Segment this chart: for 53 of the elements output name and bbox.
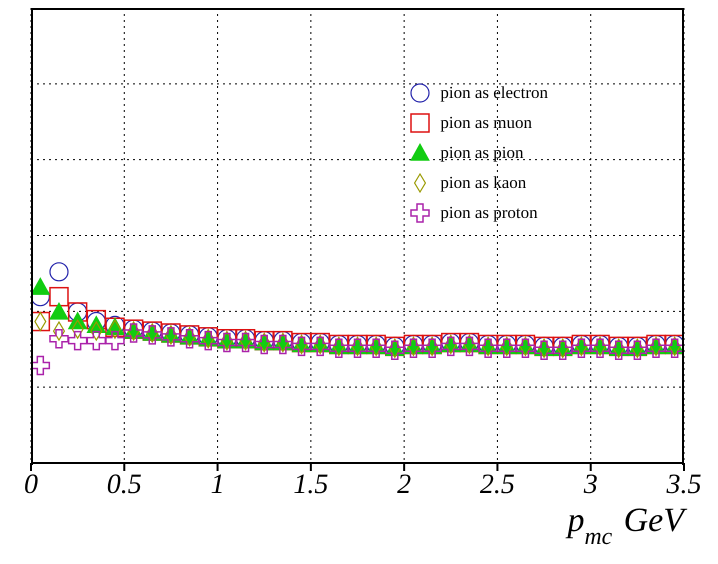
point (664, 338, 684, 358)
point (534, 340, 554, 360)
x-tick-label: 0 (24, 468, 38, 500)
point (142, 325, 162, 345)
point (161, 327, 181, 347)
point (366, 338, 386, 358)
x-axis-title: p$_{mc}$ GeV (565, 502, 688, 550)
legend-label: pion as muon (440, 112, 532, 134)
point (180, 328, 200, 348)
x-tick-label: 3.5 (666, 468, 702, 500)
point (49, 262, 69, 282)
point (31, 356, 50, 376)
x-tick-label: 2.5 (480, 468, 515, 500)
point (404, 338, 424, 358)
point (49, 302, 68, 320)
x-tick-label: 1.5 (293, 468, 328, 500)
legend-label: pion as pion (440, 142, 524, 164)
point (68, 330, 88, 350)
point (310, 336, 330, 356)
point (628, 340, 648, 360)
x-tick-label: 1 (210, 468, 225, 500)
point (590, 338, 610, 358)
x-tick-label: 3 (582, 468, 598, 500)
point (292, 336, 312, 356)
legend-label: pion as kaon (440, 172, 526, 194)
legend-label: pion as electron (440, 82, 548, 104)
point (105, 330, 125, 350)
point (198, 330, 218, 350)
point (478, 338, 498, 358)
point (254, 334, 274, 354)
point (86, 330, 106, 350)
point (497, 338, 517, 358)
point (348, 338, 368, 358)
point (124, 323, 144, 343)
point (217, 332, 237, 352)
point (572, 338, 592, 358)
point (236, 332, 256, 352)
point (49, 328, 69, 348)
point (608, 340, 628, 360)
x-tick-label: 0.5 (106, 468, 142, 500)
point (329, 338, 349, 358)
point (273, 334, 293, 354)
point (516, 338, 536, 358)
point (31, 278, 50, 295)
point (422, 338, 442, 358)
x-tick-label: 2 (397, 468, 412, 500)
point (49, 286, 69, 306)
legend-label: pion as proton (440, 202, 538, 224)
point (460, 336, 480, 356)
point (646, 338, 666, 358)
point (552, 340, 572, 360)
point (441, 336, 461, 356)
point (385, 340, 405, 360)
